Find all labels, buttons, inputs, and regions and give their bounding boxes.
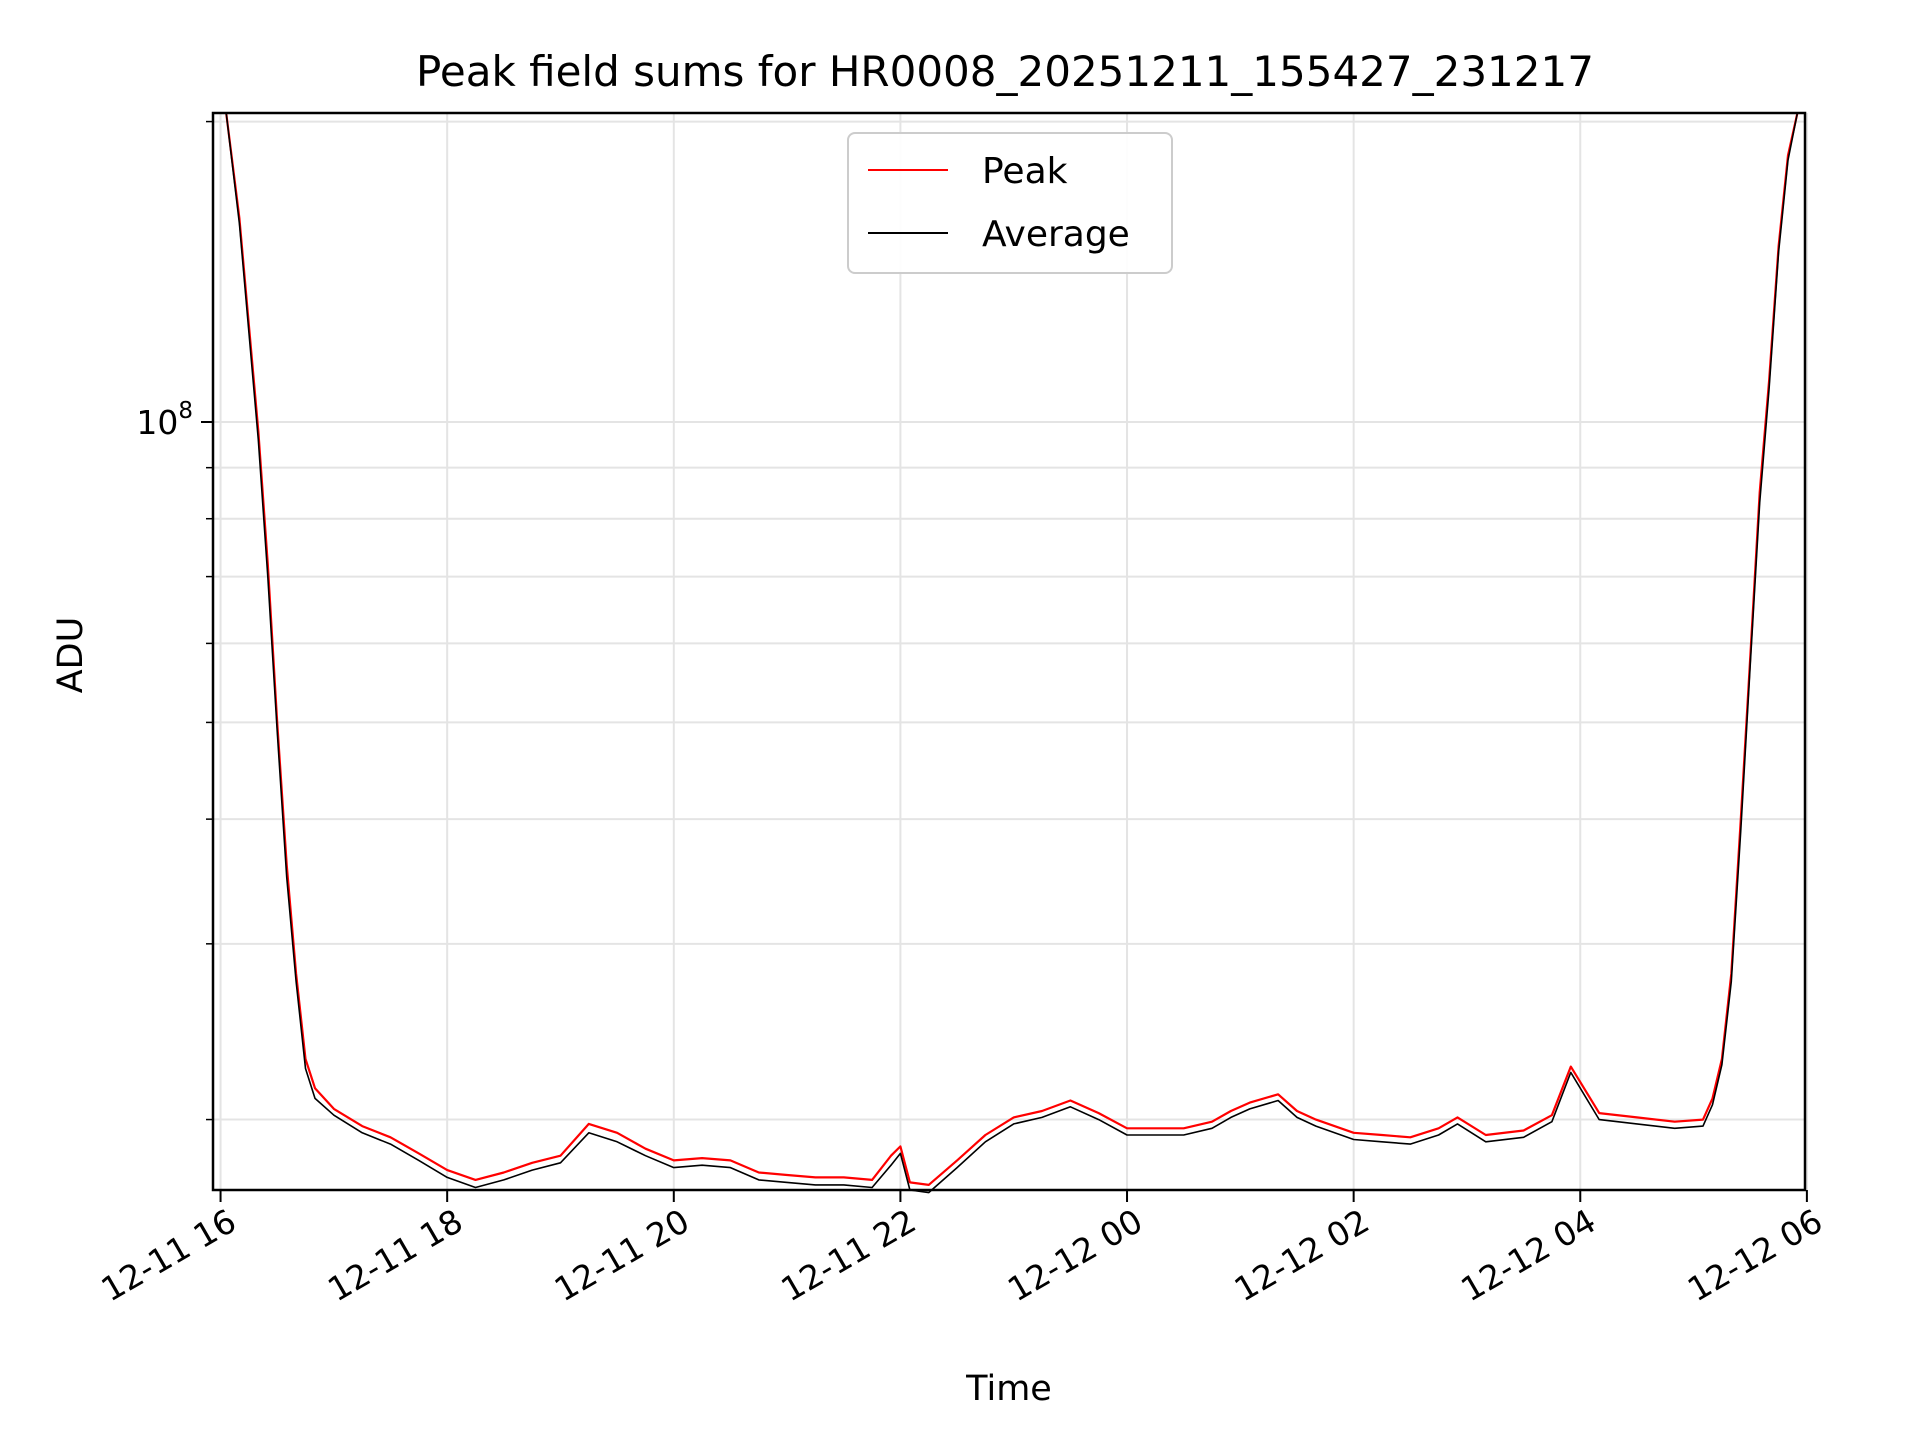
legend-label-peak: Peak bbox=[982, 151, 1068, 192]
x-axis-title: Time bbox=[965, 1369, 1052, 1409]
legend: Peak Average bbox=[847, 132, 1173, 274]
legend-label-average: Average bbox=[982, 214, 1130, 255]
grid bbox=[213, 113, 1808, 1190]
legend-box bbox=[847, 132, 1173, 274]
y-axis-title: ADU bbox=[51, 617, 91, 694]
plot-frame bbox=[211, 111, 1807, 1192]
chart-title: Peak field sums for HR0008_20251211_1554… bbox=[416, 47, 1594, 96]
series-line-peak bbox=[225, 112, 1799, 1187]
series-line-average bbox=[225, 112, 1799, 1194]
plot-area bbox=[225, 112, 1799, 1194]
